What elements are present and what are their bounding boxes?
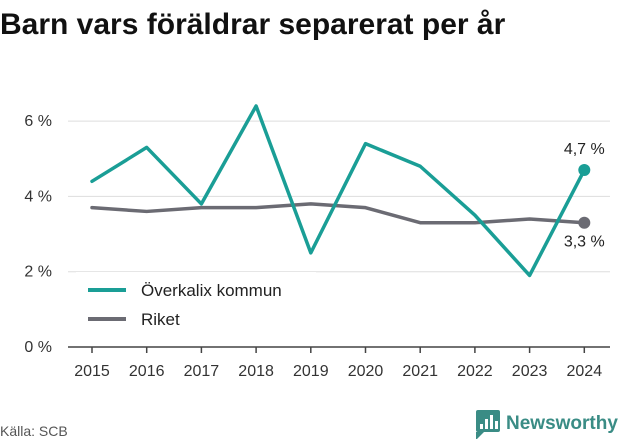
series-line-riket (90, 202, 587, 225)
series-end-point (578, 164, 591, 177)
newsworthy-logo[interactable]: Newsworthy (476, 410, 618, 439)
series-group: 4,7 % 3,3 % (90, 104, 605, 278)
legend-label: Överkalix kommun (141, 281, 282, 300)
x-tick-label: 2022 (457, 363, 493, 380)
x-tick-label: 2024 (567, 363, 603, 380)
y-tick-label: 0 % (24, 339, 52, 356)
legend-background (76, 272, 316, 336)
chart-title: Barn vars föräldrar separerat per år (0, 8, 506, 41)
y-tick-label: 4 % (24, 188, 52, 205)
x-tick-label: 2018 (238, 363, 274, 380)
end-value-label: 4,7 % (564, 141, 605, 158)
series-end-point (578, 216, 591, 229)
legend: Överkalix kommun Riket (76, 272, 316, 336)
series-line-overkalix (90, 104, 587, 278)
newsworthy-wordmark: Newsworthy (506, 413, 618, 434)
x-tick-label: 2016 (129, 363, 165, 380)
y-tick-label: 2 % (24, 264, 52, 281)
legend-label: Riket (141, 310, 180, 329)
x-tick-label: 2020 (348, 363, 384, 380)
x-tick-label: 2019 (293, 363, 329, 380)
newsworthy-chart-icon (476, 410, 500, 439)
end-value-label: 3,3 % (564, 234, 605, 251)
y-axis: 0 % 2 % 4 % 6 % (24, 113, 52, 356)
y-tick-label: 6 % (24, 113, 52, 130)
x-tick-label: 2023 (512, 363, 548, 380)
x-tick-label: 2021 (402, 363, 438, 380)
x-axis: 2015 2016 2017 2018 2019 2020 2021 2022 2023 2024 (68, 346, 610, 380)
x-tick-label: 2017 (184, 363, 220, 380)
source-note: Källa: SCB (0, 423, 68, 439)
x-tick-label: 2015 (74, 363, 110, 380)
